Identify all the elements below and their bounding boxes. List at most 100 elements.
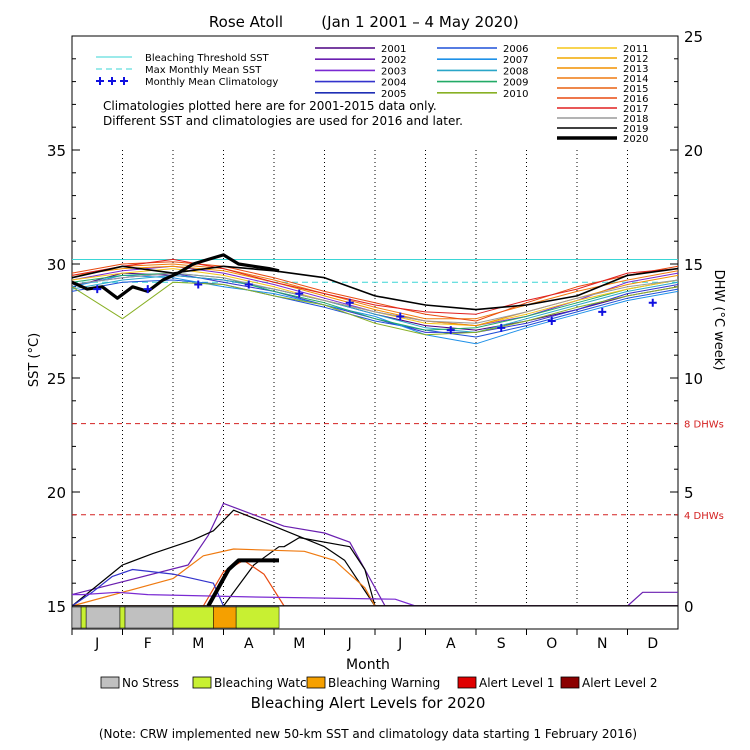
y2-tick-label: 15 [684,256,703,274]
chart-date-range: (Jan 1 2001 – 4 May 2020) [321,13,518,31]
sst-series-line [71,261,679,322]
x-tick-label: M [293,636,305,652]
legend-year-label: 2003 [381,66,406,77]
y2-tick-label: 20 [684,142,703,160]
climatology-marker [648,298,657,307]
x-tick-label: O [546,636,557,652]
climatology-marker [396,312,405,321]
sst-series-line [71,253,280,300]
dhw-series-line [71,548,678,607]
alert-level-swatch [192,676,212,689]
legend-year-label: 2011 [623,44,648,55]
plot-area: 15 20 25 30 35 0 5 10 15 20 25 8 DHWs 4 DHWs J F M A M J J A… [47,28,724,652]
legend-year-label: 2001 [381,44,406,55]
alert-level-swatch [560,676,580,689]
legend-year-label: 2010 [503,89,528,100]
alert-level-label: No Stress [122,676,179,690]
alert-bar-segment [80,606,87,629]
note-line-1: Climatologies plotted here are for 2001-… [103,99,437,113]
sst-series-line [71,279,679,338]
x-tick-label: M [192,636,204,652]
y2-tick-label: 5 [684,484,694,502]
chart-title: Rose Atoll [209,13,283,31]
x-tick-label: F [144,636,152,652]
climatology-marker [547,317,556,325]
dhw-series-line [206,558,279,607]
climatology-marker [295,289,304,298]
dhw-series-line [72,537,678,607]
y-tick-label: 15 [47,598,66,616]
y2-tick-label: 25 [684,28,703,46]
alert-level-label: Bleaching Warning [328,676,440,690]
legend-year-label: 2007 [503,55,528,66]
y-tick-label: 30 [47,256,66,274]
x-tick-label: J [397,636,402,652]
alert-bar-segment [71,606,82,629]
legend-year-label: 2006 [503,44,528,55]
legend-year-label: 2004 [381,78,406,89]
sst-series-line [71,258,679,315]
alert-bar-segment [119,606,126,629]
alert-level-label: Alert Level 2 [582,676,658,690]
alert-level-swatch [100,676,120,689]
legend-year-label: 2005 [381,89,406,100]
alert-bar-segment [172,606,214,629]
legend-year-label: 2008 [503,66,528,77]
climatology-marker [194,280,203,289]
climatology-marker [143,285,152,294]
y-tick-label: 35 [47,142,66,160]
dhw-series-line [71,509,678,607]
x-tick-label: J [347,636,352,652]
alert-bar-segment [85,606,121,629]
x-tick-label: S [497,636,506,652]
legend-year-label: 2002 [381,55,406,66]
dhw-threshold-label: 4 DHWs [684,511,724,522]
alert-level-label: Alert Level 1 [479,676,555,690]
climatology-marker [345,298,354,307]
sst-series-line [71,265,679,311]
legend-marker [96,77,104,85]
y-tick-label: 25 [47,370,66,388]
alert-legend: No Stress Bleaching Watch Bleaching Warnin… [100,676,658,690]
dhw-threshold-label: 8 DHWs [684,420,724,431]
alert-level-swatch [306,676,326,689]
dhw-series-line [72,591,678,607]
sst-series-line [71,263,679,320]
x-tick-label: J [94,636,99,652]
y2-tick-label: 0 [684,598,694,616]
x-tick-label: N [597,636,607,652]
footnote: (Note: CRW implemented new 50-km SST and… [99,727,637,741]
climatology-marker [446,326,455,335]
climatology-marker [93,285,102,294]
legend-year-label: 2014 [623,74,648,85]
legend-year-label: 2018 [623,114,648,125]
legend-label: Max Monthly Mean SST [145,65,262,76]
legend-year-label: 2020 [623,134,648,145]
note-line-2: Different SST and climatologies are used… [103,114,463,128]
legend-year-label: 2017 [623,104,648,115]
legend-marker [120,77,128,85]
legend-year-label: 2015 [623,84,648,95]
x-tick-label: A [446,636,456,652]
climatology-marker [244,280,253,289]
sst-series-line [71,274,679,345]
y-tick-label: 20 [47,484,66,502]
alert-level-label: Bleaching Watch [214,676,314,690]
climatology-marker [598,307,607,316]
alert-level-swatch [457,676,477,689]
y-axis-label: SST (°C) [27,333,42,387]
climatology-marker [497,323,506,332]
legend-marker [108,77,116,85]
alert-bar-segment [124,606,174,629]
alert-bar-segment [235,606,280,629]
sst-series-line [71,274,679,333]
legend-year-label: 2009 [503,78,528,89]
alert-bar-segment [213,606,237,629]
legend-label: Bleaching Threshold SST [145,53,270,64]
x-tick-label: D [647,636,658,652]
x-axis-label: Month [346,657,390,673]
y2-tick-label: 10 [684,370,703,388]
alert-legend-title: Bleaching Alert Levels for 2020 [251,694,486,712]
